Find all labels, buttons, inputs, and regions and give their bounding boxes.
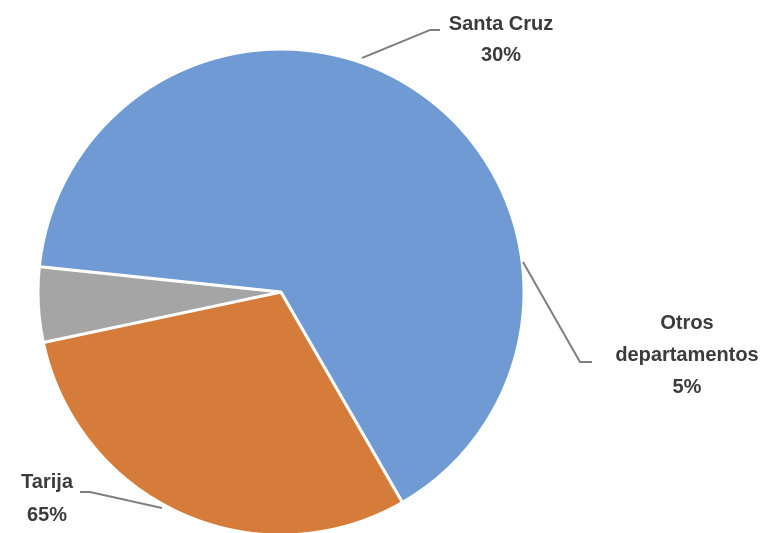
leader-line-santa-cruz [362,30,440,58]
slice-value-santa-cruz: 30% [481,44,521,66]
leader-line-otros-departamentos [523,262,592,362]
slice-label-santa-cruz: Santa Cruz [449,13,553,35]
slice-label-otros-line1: Otros [660,312,713,334]
slice-value-tarija: 65% [27,504,67,526]
slice-value-otros: 5% [673,376,702,398]
slice-label-tarija: Tarija [21,471,74,493]
slice-label-otros-line2: departamentos [615,344,758,366]
pie-slices [38,49,524,533]
